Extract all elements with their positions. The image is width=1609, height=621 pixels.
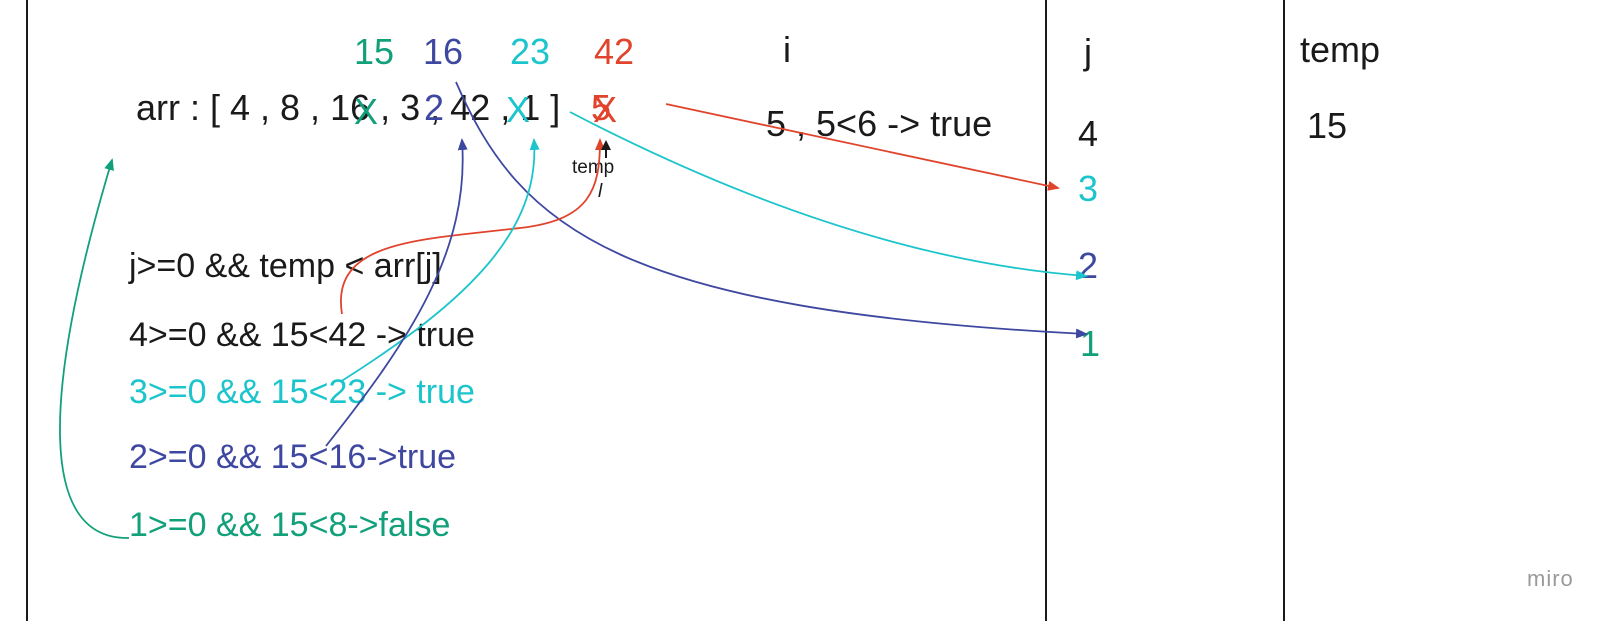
header-value-16: 16 <box>423 31 464 72</box>
array-line: arr : [ 4 , 8 , 16 , 3 , 42 , 1 ] <box>136 90 560 126</box>
array-segment-4: ] <box>540 87 561 128</box>
array-prefix: arr : [ 4 , 8 , 1 <box>136 87 351 128</box>
arrow-blue-to-j1 <box>455 81 1088 339</box>
array-strike-cyan: X <box>506 89 531 130</box>
temp-column-value: 15 <box>1307 105 1348 146</box>
divider-temp-column <box>1283 0 1285 621</box>
array-strike-green: X <box>354 91 379 132</box>
j-value-3: 3 <box>1078 168 1099 209</box>
array-strike-blue: 2 <box>424 87 445 128</box>
arrow-red-to-temp <box>340 138 605 315</box>
condition-line-j2: 2>=0 && 15<16->true <box>129 438 457 476</box>
condition-line-j1: 1>=0 && 15<8->false <box>129 506 451 544</box>
header-value-23: 23 <box>510 31 551 72</box>
arrow-cyan-to-j2 <box>569 111 1088 281</box>
header-value-42: 42 <box>594 31 635 72</box>
arrow-blue-to-array <box>325 138 468 447</box>
array-strike-red: 5 <box>591 87 612 128</box>
array-segment-3: 2 , 1 <box>470 87 541 128</box>
array-strike-red-x: X <box>593 89 618 130</box>
column-header-j: j <box>1084 31 1092 72</box>
array-segment-1: 6 , <box>350 87 401 128</box>
condition-line-j4: 4>=0 && 15<42 -> true <box>129 316 475 354</box>
miro-watermark: miro <box>1527 566 1574 591</box>
header-value-15: 15 <box>354 31 395 72</box>
j-value-4: 4 <box>1078 113 1099 154</box>
array-segment-2: 3 , 4 <box>400 87 471 128</box>
condition-header: j>=0 && temp < arr[j] <box>129 247 442 285</box>
divider-j-column <box>1045 0 1047 621</box>
temp-note-marker: l <box>598 181 603 202</box>
condition-line-j3: 3>=0 && 15<23 -> true <box>129 373 475 411</box>
frame-left-border <box>26 0 28 621</box>
column-header-temp: temp <box>1300 29 1381 70</box>
i-column-entry: 5 , 5<6 -> true <box>766 103 993 144</box>
arrow-cyan-to-array <box>339 138 540 383</box>
temp-note-label: temp <box>572 157 615 178</box>
column-header-i: i <box>783 29 791 70</box>
arrow-red-to-j3 <box>665 103 1060 191</box>
arrow-green-to-arr <box>59 158 130 539</box>
